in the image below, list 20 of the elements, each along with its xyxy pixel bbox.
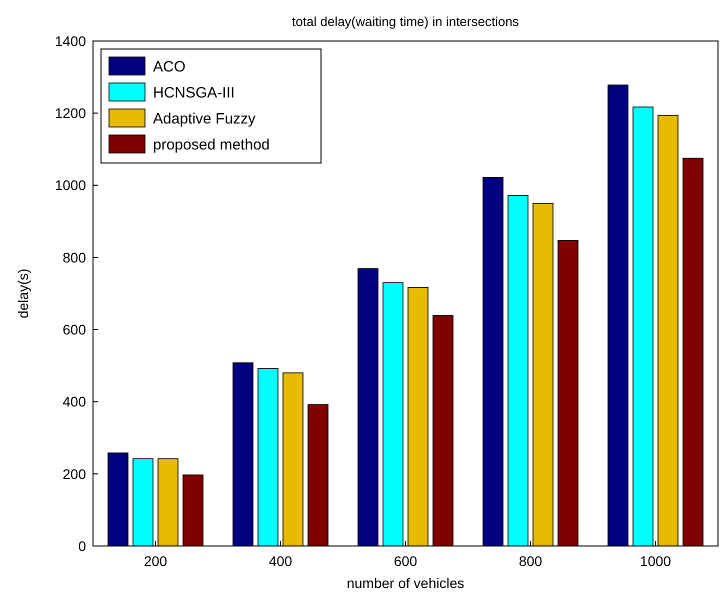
y-tick-label: 1400 <box>54 32 86 49</box>
legend-label: HCNSGA-III <box>153 84 235 102</box>
y-tick-label: 200 <box>62 466 86 482</box>
y-tick-label: 600 <box>62 321 86 338</box>
y-tick-label: 0 <box>78 538 86 554</box>
y-tick-label: 800 <box>62 249 86 266</box>
legend-label: ACO <box>153 58 186 76</box>
x-tick-label: 1000 <box>640 553 672 569</box>
x-axis-title: number of vehicles <box>346 575 464 591</box>
y-tick-label: 400 <box>62 394 86 410</box>
y-axis-title: delay(s) <box>15 268 31 318</box>
x-tick-label: 400 <box>268 553 292 569</box>
legend-label: proposed method <box>153 136 270 154</box>
y-tick-label: 1200 <box>54 105 86 122</box>
x-tick-label: 600 <box>394 553 418 569</box>
y-tick-label: 1000 <box>54 177 86 194</box>
legend-label: Adaptive Fuzzy <box>153 110 256 128</box>
x-tick-label: 800 <box>518 553 542 569</box>
chart-title: total delay(waiting time) in intersections <box>292 14 520 29</box>
x-tick-label: 200 <box>144 553 168 569</box>
